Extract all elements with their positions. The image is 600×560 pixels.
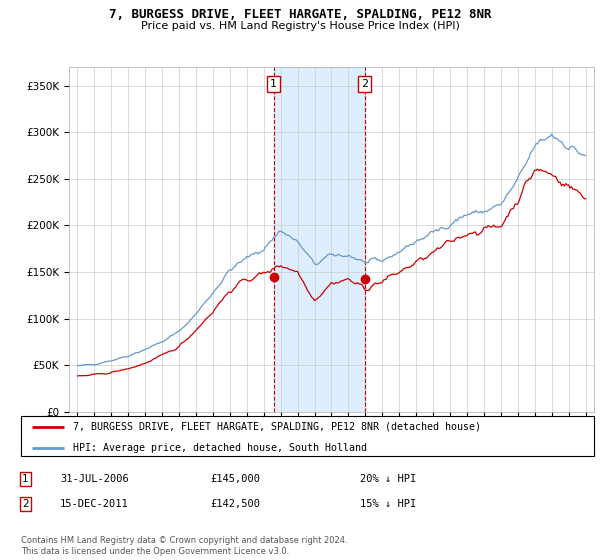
Text: 7, BURGESS DRIVE, FLEET HARGATE, SPALDING, PE12 8NR (detached house): 7, BURGESS DRIVE, FLEET HARGATE, SPALDIN… — [73, 422, 481, 432]
Text: 20% ↓ HPI: 20% ↓ HPI — [360, 474, 416, 484]
Text: 15-DEC-2011: 15-DEC-2011 — [60, 499, 129, 509]
Text: 31-JUL-2006: 31-JUL-2006 — [60, 474, 129, 484]
Bar — [274, 67, 365, 412]
Text: £142,500: £142,500 — [210, 499, 260, 509]
Text: 1: 1 — [22, 474, 29, 484]
Text: 2: 2 — [22, 499, 29, 509]
Text: 1: 1 — [270, 80, 277, 89]
Text: HPI: Average price, detached house, South Holland: HPI: Average price, detached house, Sout… — [73, 442, 367, 452]
FancyBboxPatch shape — [21, 416, 594, 456]
Text: Price paid vs. HM Land Registry's House Price Index (HPI): Price paid vs. HM Land Registry's House … — [140, 21, 460, 31]
Text: 15% ↓ HPI: 15% ↓ HPI — [360, 499, 416, 509]
Text: 7, BURGESS DRIVE, FLEET HARGATE, SPALDING, PE12 8NR: 7, BURGESS DRIVE, FLEET HARGATE, SPALDIN… — [109, 8, 491, 21]
Text: £145,000: £145,000 — [210, 474, 260, 484]
Text: 2: 2 — [361, 80, 368, 89]
Text: Contains HM Land Registry data © Crown copyright and database right 2024.
This d: Contains HM Land Registry data © Crown c… — [21, 536, 347, 556]
